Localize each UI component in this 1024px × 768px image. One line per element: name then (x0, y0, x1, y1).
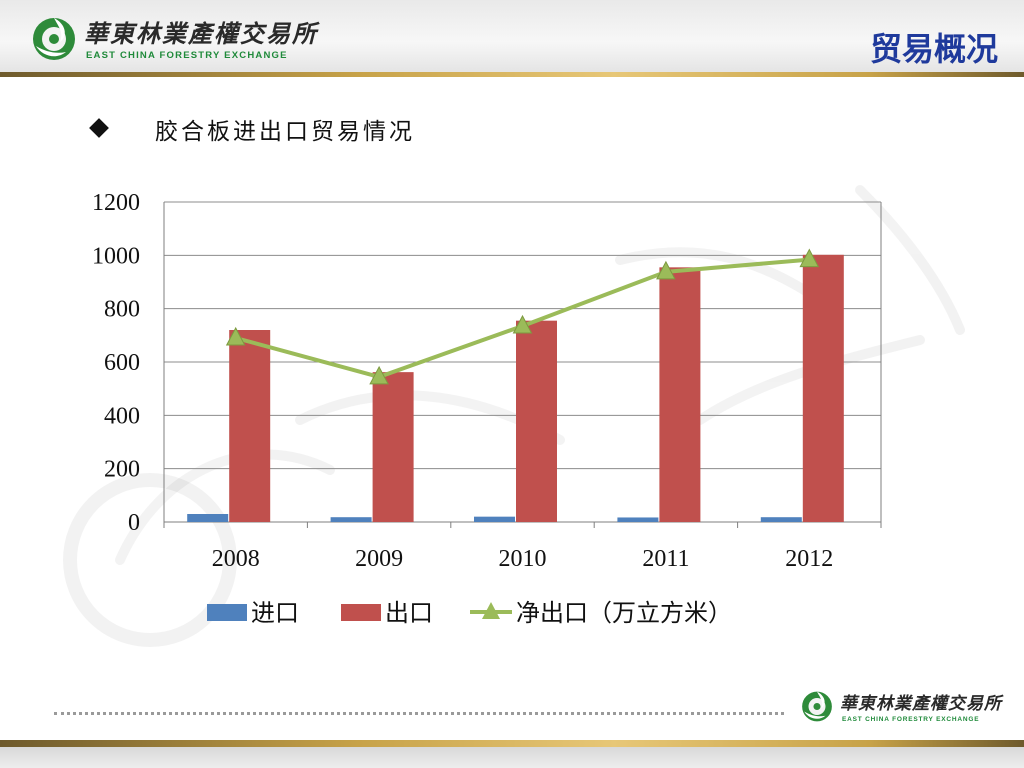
import-bar (474, 516, 515, 522)
y-tick-label: 400 (104, 403, 140, 429)
y-tick-label: 200 (104, 457, 140, 483)
export-bar (802, 254, 844, 523)
export-bar (516, 320, 557, 522)
footer-logo-chinese-name: 華東林業產權交易所 (840, 694, 1002, 714)
import-bar (187, 514, 229, 522)
header-gold-line (0, 72, 1024, 77)
legend-swatch-net-marker (482, 602, 500, 619)
net-export-marker (225, 326, 246, 346)
x-tick-label: 2009 (355, 546, 403, 572)
legend-swatch-import (207, 604, 247, 621)
footer-logo-icon (802, 691, 832, 722)
header-bar (0, 0, 1024, 76)
footer-dotted-divider (54, 712, 784, 715)
footer-gold-line (0, 740, 1024, 747)
y-tick-label: 800 (104, 297, 140, 323)
legend-label-import: 进口 (251, 599, 299, 627)
legend-label-net-export: 净出口（万立方米） (516, 599, 732, 627)
net-export-marker (512, 314, 533, 334)
legend-swatch-export (341, 604, 381, 621)
footer-base-strip (0, 747, 1024, 768)
y-tick-label: 1200 (92, 190, 140, 216)
x-tick-label: 2010 (499, 546, 547, 572)
import-bar (760, 517, 802, 522)
export-bar (372, 372, 414, 522)
footer-logo-english-name: EAST CHINA FORESTRY EXCHANGE (842, 716, 980, 723)
x-tick-label: 2011 (642, 546, 689, 572)
y-tick-label: 600 (104, 350, 140, 376)
net-export-marker (656, 260, 676, 280)
x-tick-label: 2008 (212, 546, 260, 572)
import-bar (330, 517, 372, 522)
net-export-marker (799, 248, 820, 268)
chart-legend: 进口 出口 净出口（万立方米） (207, 599, 732, 627)
page-title: 贸易概况 (869, 30, 998, 68)
x-tick-label: 2012 (785, 546, 833, 572)
chart-subtitle: 胶合板进出口贸易情况 (155, 119, 415, 145)
import-bar (617, 517, 659, 522)
logo-english-name: EAST CHINA FORESTRY EXCHANGE (86, 50, 288, 61)
legend-label-export: 出口 (385, 599, 433, 627)
y-tick-label: 0 (128, 510, 140, 536)
logo-icon (33, 18, 75, 60)
net-export-marker (369, 365, 389, 385)
logo-chinese-name: 華東林業產權交易所 (84, 19, 318, 48)
export-bar (659, 267, 701, 522)
y-tick-label: 1000 (92, 243, 140, 269)
export-bar (229, 330, 271, 522)
